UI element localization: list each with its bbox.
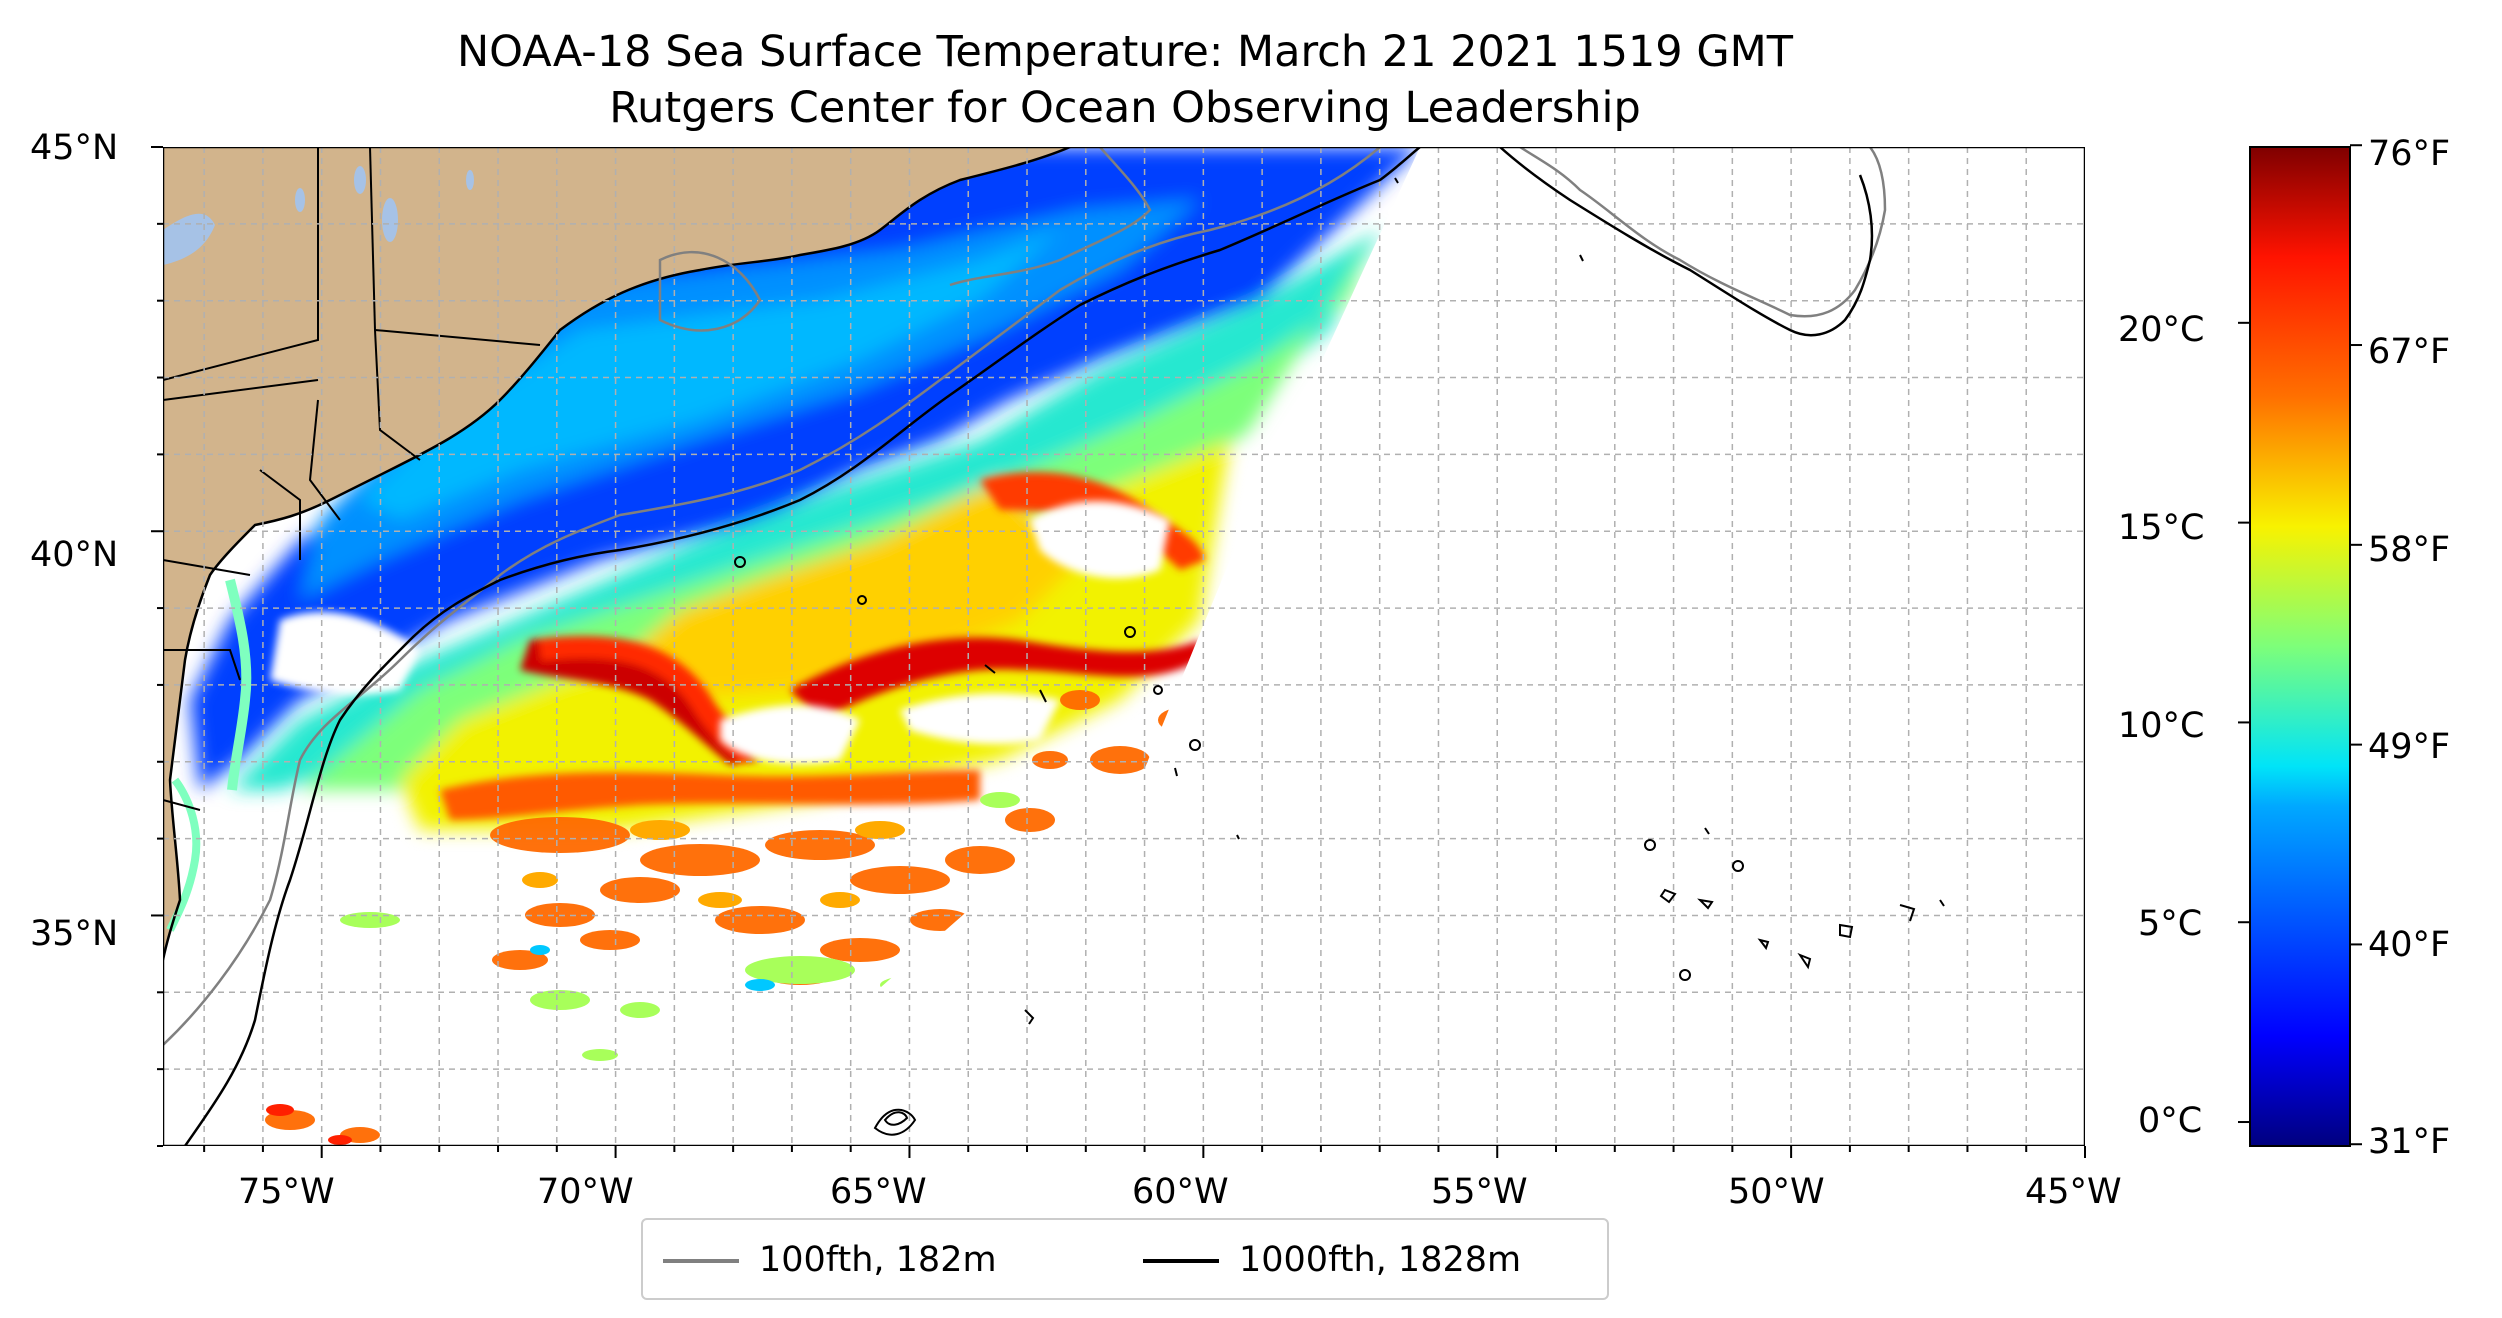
lon-tick-label: 75°W [238, 1172, 335, 1212]
map-axis-ticks [151, 146, 2086, 1158]
legend: 100fth, 182m 1000fth, 1828m [641, 1218, 1609, 1300]
gridlines [163, 147, 2085, 1146]
colorbar-celsius-label: 15°C [2118, 508, 2205, 548]
isobath-100fth [163, 147, 1887, 1046]
legend-label: 1000fth, 1828m [1239, 1240, 1522, 1280]
lon-tick-label: 65°W [830, 1172, 927, 1212]
legend-label: 100fth, 182m [759, 1240, 997, 1280]
colorbar-celsius-label: 0°C [2138, 1101, 2203, 1141]
lat-tick-label: 45°N [30, 128, 119, 168]
legend-item-100fth: 100fth, 182m [663, 1238, 997, 1282]
legend-swatch-black [1143, 1259, 1219, 1263]
colorbar-fahrenheit-label: 76°F [2368, 134, 2451, 174]
figure-title: NOAA-18 Sea Surface Temperature: March 2… [456, 27, 1794, 77]
lat-tick-label: 40°N [30, 535, 119, 575]
land [163, 147, 1071, 961]
colorbar-fahrenheit-label: 67°F [2368, 332, 2451, 372]
colorbar-fahrenheit-label: 49°F [2368, 727, 2451, 767]
isobath-1000fth [183, 147, 1945, 1146]
colorbar-fahrenheit-label: 31°F [2368, 1122, 2451, 1162]
colorbar-fahrenheit-label: 40°F [2368, 925, 2451, 965]
lon-tick-label: 45°W [2025, 1172, 2122, 1212]
legend-item-1000fth: 1000fth, 1828m [1143, 1238, 1521, 1282]
colorbar [2238, 144, 2362, 1147]
colorbar-celsius-label: 10°C [2118, 706, 2205, 746]
legend-swatch-gray [663, 1259, 739, 1263]
lon-tick-label: 50°W [1728, 1172, 1825, 1212]
lat-tick-label: 35°N [30, 914, 119, 954]
colorbar-fahrenheit-label: 58°F [2368, 530, 2451, 570]
lon-tick-label: 60°W [1132, 1172, 1229, 1212]
lon-tick-label: 70°W [537, 1172, 634, 1212]
map-panel [163, 147, 2085, 1146]
colorbar-celsius-label: 20°C [2118, 310, 2205, 350]
colorbar-celsius-label: 5°C [2138, 904, 2203, 944]
lon-tick-label: 55°W [1431, 1172, 1528, 1212]
figure-subtitle: Rutgers Center for Ocean Observing Leade… [609, 83, 1641, 133]
